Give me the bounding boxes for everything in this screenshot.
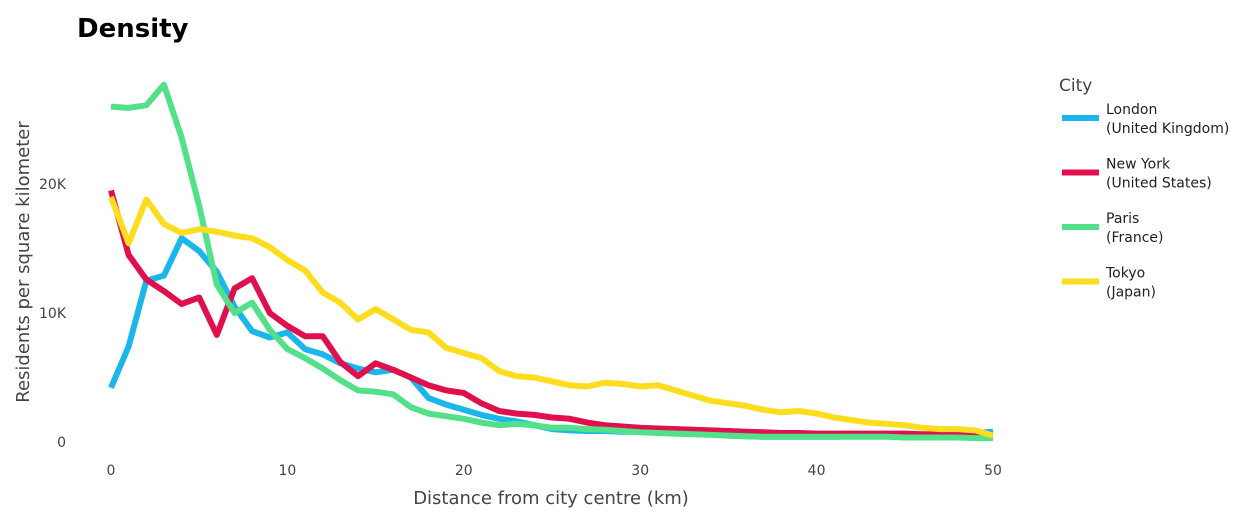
series-line-paris xyxy=(110,81,993,442)
legend-sublabel: (United Kingdom) xyxy=(1106,121,1229,137)
plot-area xyxy=(108,81,994,442)
chart-title: Density xyxy=(77,14,189,44)
legend-label: London xyxy=(1106,102,1157,118)
legend-title: City xyxy=(1059,76,1092,96)
y-tick-label: 20K xyxy=(39,177,67,193)
series-line-tokyo xyxy=(108,195,994,439)
x-tick-label: 10 xyxy=(278,463,296,479)
x-tick-label: 30 xyxy=(631,463,649,479)
legend-sublabel: (Japan) xyxy=(1106,285,1156,301)
y-tick-label: 0 xyxy=(57,435,66,451)
x-tick-label: 40 xyxy=(808,463,826,479)
series-line-new-york xyxy=(108,189,993,439)
legend-label: Tokyo xyxy=(1105,266,1145,282)
y-axis: 0 10K 20K xyxy=(39,177,67,451)
series-line-london xyxy=(108,235,994,440)
legend: City London (United Kingdom) New York (Unit… xyxy=(1059,76,1229,301)
x-axis: 0 10 20 30 40 50 xyxy=(107,463,1002,479)
y-tick-label: 10K xyxy=(39,306,67,322)
x-axis-title: Distance from city centre (km) xyxy=(413,488,689,509)
legend-label: New York xyxy=(1106,157,1171,173)
legend-sublabel: (France) xyxy=(1106,230,1163,246)
legend-label: Paris xyxy=(1106,211,1139,227)
x-tick-label: 0 xyxy=(107,463,116,479)
legend-item-paris[interactable]: Paris (France) xyxy=(1062,211,1163,246)
legend-sublabel: (United States) xyxy=(1106,176,1212,192)
x-tick-label: 50 xyxy=(984,463,1002,479)
legend-item-london[interactable]: London (United Kingdom) xyxy=(1062,102,1229,137)
x-tick-label: 20 xyxy=(455,463,473,479)
y-axis-title: Residents per square kilometer xyxy=(13,121,34,403)
legend-item-new-york[interactable]: New York (United States) xyxy=(1062,157,1212,192)
legend-item-tokyo[interactable]: Tokyo (Japan) xyxy=(1062,266,1156,301)
